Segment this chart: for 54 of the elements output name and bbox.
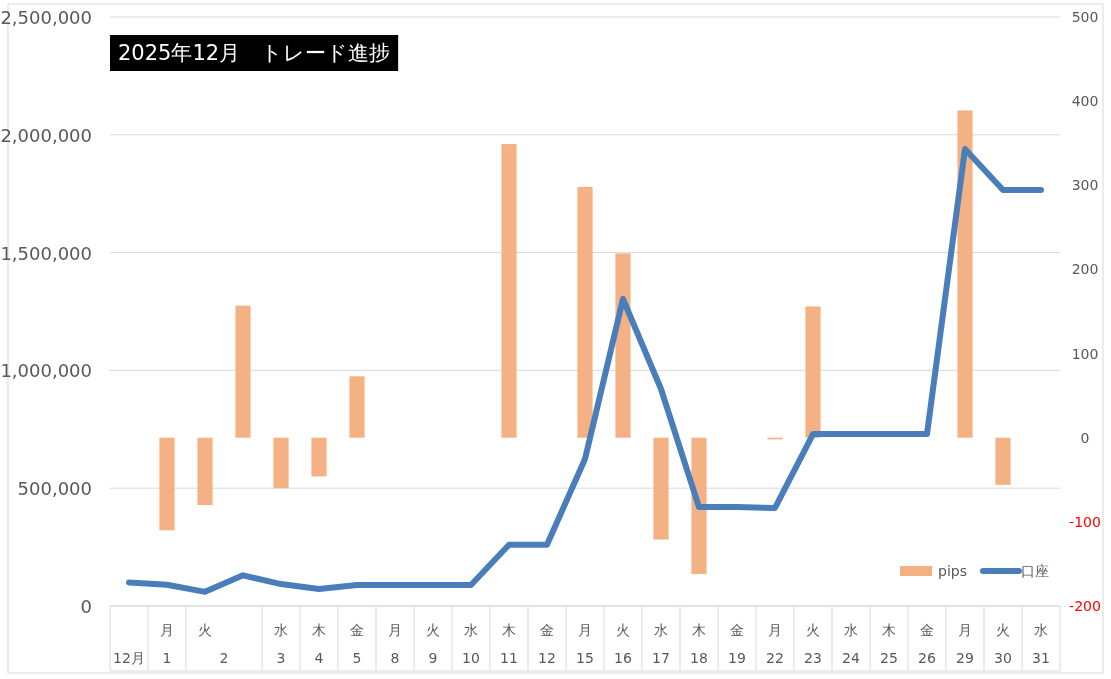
x-tick-label: 月 22 bbox=[766, 622, 784, 666]
bar bbox=[577, 186, 593, 438]
x-tick-label: 月 15 bbox=[576, 622, 594, 666]
y2-tick-label: 100 bbox=[1071, 345, 1099, 362]
y-tick-label: 0 bbox=[80, 596, 92, 617]
bar bbox=[235, 305, 251, 438]
x-tick-label: 木 11 bbox=[500, 622, 518, 666]
bar bbox=[311, 437, 327, 477]
y2-tick-label: 500 bbox=[1071, 9, 1099, 25]
bar bbox=[691, 437, 707, 575]
y2-tick-label: 400 bbox=[1071, 93, 1099, 110]
x-tick-label: 火 16 bbox=[614, 622, 632, 666]
bar bbox=[197, 437, 213, 506]
x-tick-label: 火 23 bbox=[804, 622, 822, 666]
x-tick-label: 12月 bbox=[113, 650, 145, 666]
x-tick-label: 水 3 bbox=[274, 622, 288, 666]
x-tick-label: 金 5 bbox=[350, 622, 364, 666]
x-tick-label: 木 4 bbox=[312, 622, 326, 666]
x-tick-label: 水 10 bbox=[462, 622, 480, 666]
bar bbox=[653, 437, 669, 540]
x-tick-label: 水 24 bbox=[842, 622, 860, 666]
x-tick-label: 月 29 bbox=[956, 622, 974, 666]
x-tick-label: 火 30 bbox=[994, 622, 1012, 666]
bar bbox=[995, 437, 1011, 485]
bar bbox=[349, 376, 365, 438]
x-tick-label: 月 8 bbox=[388, 622, 402, 666]
y-tick-label: 2,000,000 bbox=[0, 124, 92, 146]
y2-tick-label: 300 bbox=[1071, 177, 1099, 194]
bar bbox=[273, 437, 289, 489]
bar bbox=[159, 437, 175, 531]
x-tick-label: 水 31 bbox=[1032, 622, 1050, 666]
legend-label: pips bbox=[938, 563, 967, 579]
x-tick-label: 火 2 bbox=[198, 622, 229, 666]
y2-tick-label: 200 bbox=[1071, 261, 1099, 278]
legend-label: 口座 bbox=[1020, 563, 1049, 579]
text: 2025年12月 トレード進捗 bbox=[118, 41, 391, 65]
y2-tick-label: -100 bbox=[1069, 513, 1101, 530]
x-tick-label: 月 1 bbox=[160, 622, 174, 666]
x-tick-label: 金 12 bbox=[538, 622, 556, 666]
x-tick-label: 木 25 bbox=[880, 622, 898, 666]
bar bbox=[501, 144, 517, 438]
y2-tick-label: -200 bbox=[1069, 598, 1101, 614]
x-tick-label: 火 9 bbox=[426, 622, 440, 666]
x-tick-label: 金 19 bbox=[728, 622, 746, 666]
y-tick-label: 2,500,000 bbox=[0, 7, 92, 28]
y-tick-label: 1,500,000 bbox=[0, 242, 92, 264]
y-tick-label: 500,000 bbox=[17, 478, 92, 500]
x-tick-label: 水 17 bbox=[652, 622, 670, 666]
bar bbox=[805, 306, 821, 438]
y2-tick-label: 0 bbox=[1080, 429, 1090, 446]
y-tick-label: 1,000,000 bbox=[0, 360, 92, 382]
bar bbox=[957, 110, 973, 438]
x-tick-label: 木 18 bbox=[690, 622, 708, 666]
x-tick-label: 金 26 bbox=[918, 622, 936, 666]
